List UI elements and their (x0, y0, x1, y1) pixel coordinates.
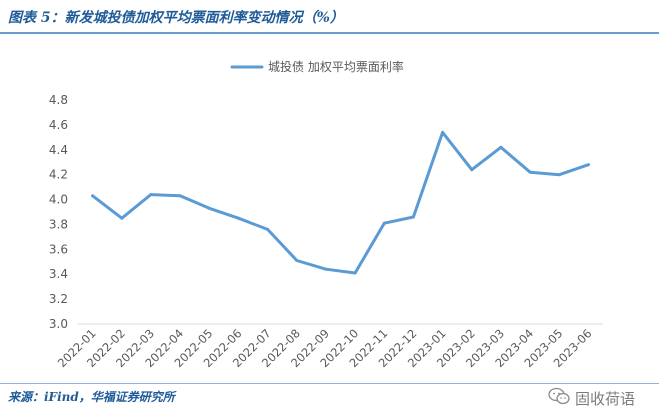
wechat-icon (548, 387, 570, 409)
y-tick-label: 3.2 (49, 292, 68, 306)
watermark: 固收荷语 (548, 387, 635, 409)
footer-divider (0, 383, 659, 384)
data-point (207, 206, 211, 210)
data-point (586, 163, 590, 167)
watermark-text: 固收荷语 (575, 389, 636, 408)
data-point (178, 194, 182, 198)
data-point (236, 216, 240, 220)
data-point (353, 271, 357, 275)
title-divider (0, 32, 659, 34)
x-axis-ticks: 2022-012022-022022-032022-042022-052022-… (55, 326, 595, 370)
data-point (149, 193, 153, 197)
data-point (324, 267, 328, 271)
y-tick-label: 4.8 (49, 93, 68, 107)
data-point (557, 173, 561, 177)
y-tick-label: 3.6 (49, 242, 68, 256)
figure-title: 图表 5：新发城投债加权平均票面利率变动情况（%） (8, 10, 344, 26)
legend: 城投债 加权平均票面利率 (230, 59, 404, 74)
data-point (120, 216, 124, 220)
data-point (382, 221, 386, 225)
data-point (528, 170, 532, 174)
series-layer (91, 130, 590, 275)
y-tick-label: 4.2 (49, 168, 68, 182)
data-point (295, 259, 299, 263)
line-chart: 城投债 加权平均票面利率 3.0 3.2 3.4 3.6 3.8 4.0 4.2 4.4 4.6… (49, 59, 603, 370)
data-point (91, 194, 95, 198)
legend-label: 城投债 加权平均票面利率 (268, 59, 404, 74)
y-axis-ticks: 3.0 3.2 3.4 3.6 3.8 4.0 4.2 4.4 4.6 4.8 (49, 93, 68, 331)
data-point (441, 130, 445, 134)
data-point (411, 215, 415, 219)
y-tick-label: 4.0 (49, 193, 68, 207)
y-tick-label: 3.8 (49, 217, 68, 231)
y-tick-label: 3.4 (49, 267, 68, 281)
series-line (91, 130, 590, 275)
data-point (266, 227, 270, 231)
y-tick-label: 4.4 (49, 143, 68, 157)
y-tick-label: 3.0 (49, 317, 68, 331)
source-note: 来源：iFind，华福证券研究所 (8, 390, 175, 404)
data-point (499, 145, 503, 149)
y-tick-label: 4.6 (49, 118, 68, 132)
data-point (470, 168, 474, 172)
